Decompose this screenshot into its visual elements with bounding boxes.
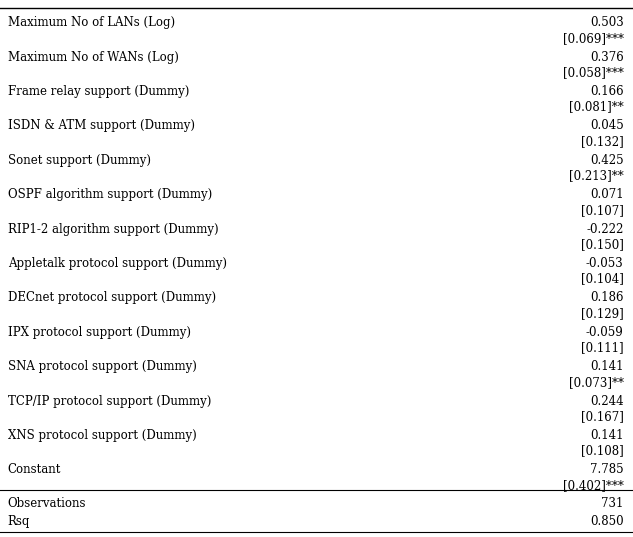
Text: -0.053: -0.053 — [586, 257, 624, 270]
Text: [0.167]: [0.167] — [580, 410, 624, 423]
Text: IPX protocol support (Dummy): IPX protocol support (Dummy) — [8, 326, 191, 339]
Text: 0.141: 0.141 — [590, 429, 624, 442]
Text: [0.107]: [0.107] — [580, 204, 624, 217]
Text: OSPF algorithm support (Dummy): OSPF algorithm support (Dummy) — [8, 188, 212, 201]
Text: ISDN & ATM support (Dummy): ISDN & ATM support (Dummy) — [8, 119, 194, 133]
Text: Constant: Constant — [8, 463, 61, 476]
Text: Sonet support (Dummy): Sonet support (Dummy) — [8, 154, 151, 167]
Text: 0.141: 0.141 — [590, 360, 624, 373]
Text: [0.129]: [0.129] — [580, 307, 624, 320]
Text: [0.081]**: [0.081]** — [569, 100, 624, 113]
Text: XNS protocol support (Dummy): XNS protocol support (Dummy) — [8, 429, 196, 442]
Text: [0.058]***: [0.058]*** — [563, 66, 624, 79]
Text: RIP1-2 algorithm support (Dummy): RIP1-2 algorithm support (Dummy) — [8, 223, 218, 236]
Text: [0.104]: [0.104] — [580, 272, 624, 286]
Text: [0.111]: [0.111] — [581, 342, 624, 354]
Text: Maximum No of LANs (Log): Maximum No of LANs (Log) — [8, 16, 175, 29]
Text: 0.850: 0.850 — [590, 515, 624, 528]
Text: 731: 731 — [601, 497, 624, 510]
Text: 0.376: 0.376 — [590, 50, 624, 63]
Text: TCP/IP protocol support (Dummy): TCP/IP protocol support (Dummy) — [8, 395, 211, 408]
Text: Frame relay support (Dummy): Frame relay support (Dummy) — [8, 85, 189, 98]
Text: -0.059: -0.059 — [586, 326, 624, 339]
Text: [0.073]**: [0.073]** — [568, 376, 624, 389]
Text: DECnet protocol support (Dummy): DECnet protocol support (Dummy) — [8, 292, 216, 304]
Text: [0.150]: [0.150] — [580, 238, 624, 251]
Text: 0.244: 0.244 — [590, 395, 624, 408]
Text: [0.213]**: [0.213]** — [569, 169, 624, 182]
Text: Appletalk protocol support (Dummy): Appletalk protocol support (Dummy) — [8, 257, 227, 270]
Text: [0.132]: [0.132] — [580, 135, 624, 148]
Text: [0.108]: [0.108] — [580, 445, 624, 458]
Text: Rsq: Rsq — [8, 515, 30, 528]
Text: [0.402]***: [0.402]*** — [563, 479, 624, 492]
Text: 0.045: 0.045 — [590, 119, 624, 133]
Text: 0.186: 0.186 — [590, 292, 624, 304]
Text: 0.503: 0.503 — [590, 16, 624, 29]
Text: 0.425: 0.425 — [590, 154, 624, 167]
Text: 0.166: 0.166 — [590, 85, 624, 98]
Text: [0.069]***: [0.069]*** — [563, 32, 624, 45]
Text: Maximum No of WANs (Log): Maximum No of WANs (Log) — [8, 50, 179, 63]
Text: SNA protocol support (Dummy): SNA protocol support (Dummy) — [8, 360, 196, 373]
Text: 7.785: 7.785 — [590, 463, 624, 476]
Text: Observations: Observations — [8, 497, 86, 510]
Text: -0.222: -0.222 — [586, 223, 624, 236]
Text: 0.071: 0.071 — [590, 188, 624, 201]
